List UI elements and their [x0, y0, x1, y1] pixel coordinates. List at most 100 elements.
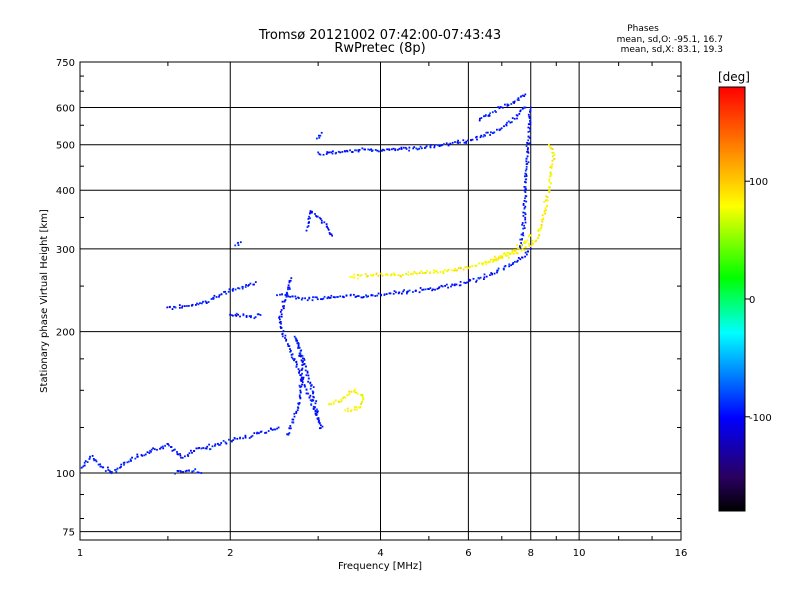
data-point [301, 381, 304, 384]
data-point [493, 131, 496, 134]
data-point [465, 142, 468, 144]
data-point [306, 371, 309, 374]
data-point [426, 269, 428, 272]
data-point [349, 149, 351, 152]
data-point [236, 437, 239, 440]
data-point [522, 232, 524, 234]
data-point [546, 199, 549, 202]
data-point [355, 391, 358, 394]
data-point [84, 460, 87, 462]
data-point [304, 385, 307, 388]
data-point [204, 300, 207, 303]
data-point [485, 275, 488, 278]
data-point [288, 286, 291, 289]
data-point [380, 150, 383, 152]
data-point [205, 447, 208, 450]
data-point [494, 110, 496, 112]
data-point [440, 144, 443, 147]
data-point [394, 148, 397, 151]
data-point [316, 417, 319, 420]
data-point [429, 271, 431, 274]
data-point [300, 368, 303, 371]
data-point [499, 128, 502, 131]
data-point [307, 374, 310, 377]
data-point [298, 346, 301, 349]
data-point [517, 257, 520, 259]
data-point [523, 241, 525, 244]
data-point [523, 200, 526, 202]
data-point [441, 285, 444, 288]
data-point [486, 131, 489, 134]
data-point [299, 397, 302, 400]
data-point [331, 152, 334, 155]
data-point [346, 394, 349, 397]
data-point [350, 409, 353, 411]
data-point [526, 155, 529, 158]
stats-line-o: mean, sd,O: -95.1, 16.7 [617, 35, 723, 45]
data-point [472, 277, 475, 280]
data-point [395, 291, 397, 294]
data-point [522, 215, 525, 217]
data-point [230, 440, 233, 442]
data-point [320, 219, 323, 222]
data-point [550, 165, 553, 168]
data-point [553, 154, 556, 156]
data-point [520, 244, 523, 246]
data-point [371, 294, 374, 297]
data-point [385, 293, 388, 295]
data-point [304, 369, 307, 372]
data-point [524, 251, 527, 254]
data-point [296, 363, 298, 366]
data-point [181, 456, 184, 459]
data-point [465, 266, 468, 268]
data-point [482, 135, 485, 138]
data-point [524, 195, 527, 197]
data-point [524, 181, 527, 184]
data-point [290, 277, 293, 279]
data-point [511, 252, 514, 255]
data-point [232, 314, 234, 317]
data-point [464, 266, 467, 269]
data-point [309, 394, 312, 397]
data-point [434, 270, 437, 273]
data-point [250, 315, 252, 317]
data-point [421, 147, 423, 150]
data-point [364, 148, 366, 151]
data-point [297, 402, 300, 405]
data-point [225, 292, 228, 295]
data-point [307, 377, 310, 380]
data-point [234, 437, 236, 440]
data-point [407, 271, 410, 273]
data-point [496, 271, 498, 274]
data-point [522, 234, 525, 237]
data-point [393, 290, 396, 292]
y-tick-label: 750 [56, 58, 75, 69]
data-point [207, 301, 210, 303]
data-point [289, 425, 292, 427]
data-point [306, 299, 309, 302]
data-point [507, 256, 510, 259]
data-point [222, 440, 225, 442]
data-point [322, 297, 325, 300]
data-point [412, 147, 415, 150]
data-point [314, 402, 317, 405]
data-point [199, 302, 201, 304]
colorbar-label: [deg] [718, 70, 750, 84]
data-point [401, 292, 403, 295]
data-point [314, 412, 317, 415]
data-point [412, 291, 414, 293]
data-point [181, 306, 183, 309]
data-point [524, 242, 526, 244]
data-point [237, 287, 239, 289]
data-point [166, 306, 169, 309]
data-point [432, 288, 434, 291]
data-point [378, 150, 380, 153]
data-point [325, 223, 328, 225]
data-point [372, 273, 375, 276]
data-point [327, 228, 330, 231]
data-point [548, 180, 551, 183]
data-point [310, 385, 312, 387]
data-point [489, 134, 491, 136]
data-point [370, 294, 373, 296]
data-point [287, 284, 290, 287]
